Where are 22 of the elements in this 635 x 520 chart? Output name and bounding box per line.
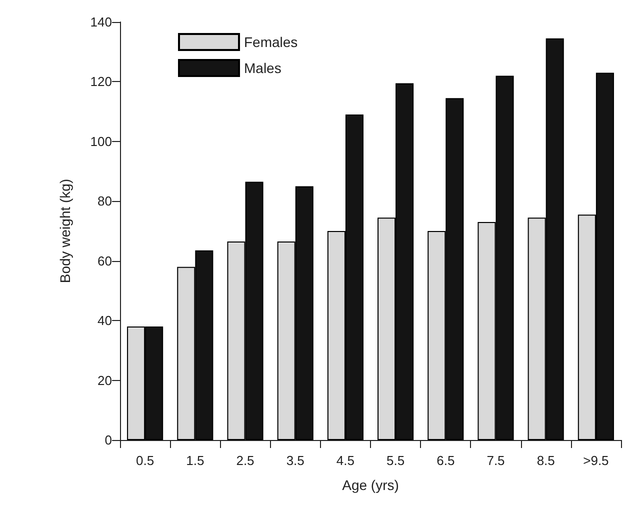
x-tick-label: 4.5 xyxy=(336,453,354,468)
x-tick-label: >9.5 xyxy=(583,453,609,468)
x-tick-label: 5.5 xyxy=(386,453,405,468)
x-tick-label: 7.5 xyxy=(486,453,505,468)
y-tick-label: 140 xyxy=(90,14,112,30)
y-tick-label: 120 xyxy=(90,74,112,90)
x-tick-label: 1.5 xyxy=(186,453,204,468)
x-tick-label: 0.5 xyxy=(136,453,154,468)
y-tick-label: 40 xyxy=(98,313,112,328)
x-tick-label: 8.5 xyxy=(536,453,555,468)
legend-label: Males xyxy=(244,60,282,76)
x-axis-title: Age (yrs) xyxy=(342,477,399,493)
y-tick-label: 60 xyxy=(98,253,112,268)
x-tick-label: 2.5 xyxy=(236,453,254,468)
legend-label: Females xyxy=(244,34,298,50)
y-tick-label: 20 xyxy=(98,372,112,388)
x-tick-label: 6.5 xyxy=(436,453,455,468)
y-tick-label: 100 xyxy=(90,134,112,149)
x-tick-label: 3.5 xyxy=(286,453,304,468)
y-tick-label: 0 xyxy=(104,432,112,448)
y-axis-title: Body weight (kg) xyxy=(57,178,73,284)
y-tick-label: 80 xyxy=(98,194,112,209)
